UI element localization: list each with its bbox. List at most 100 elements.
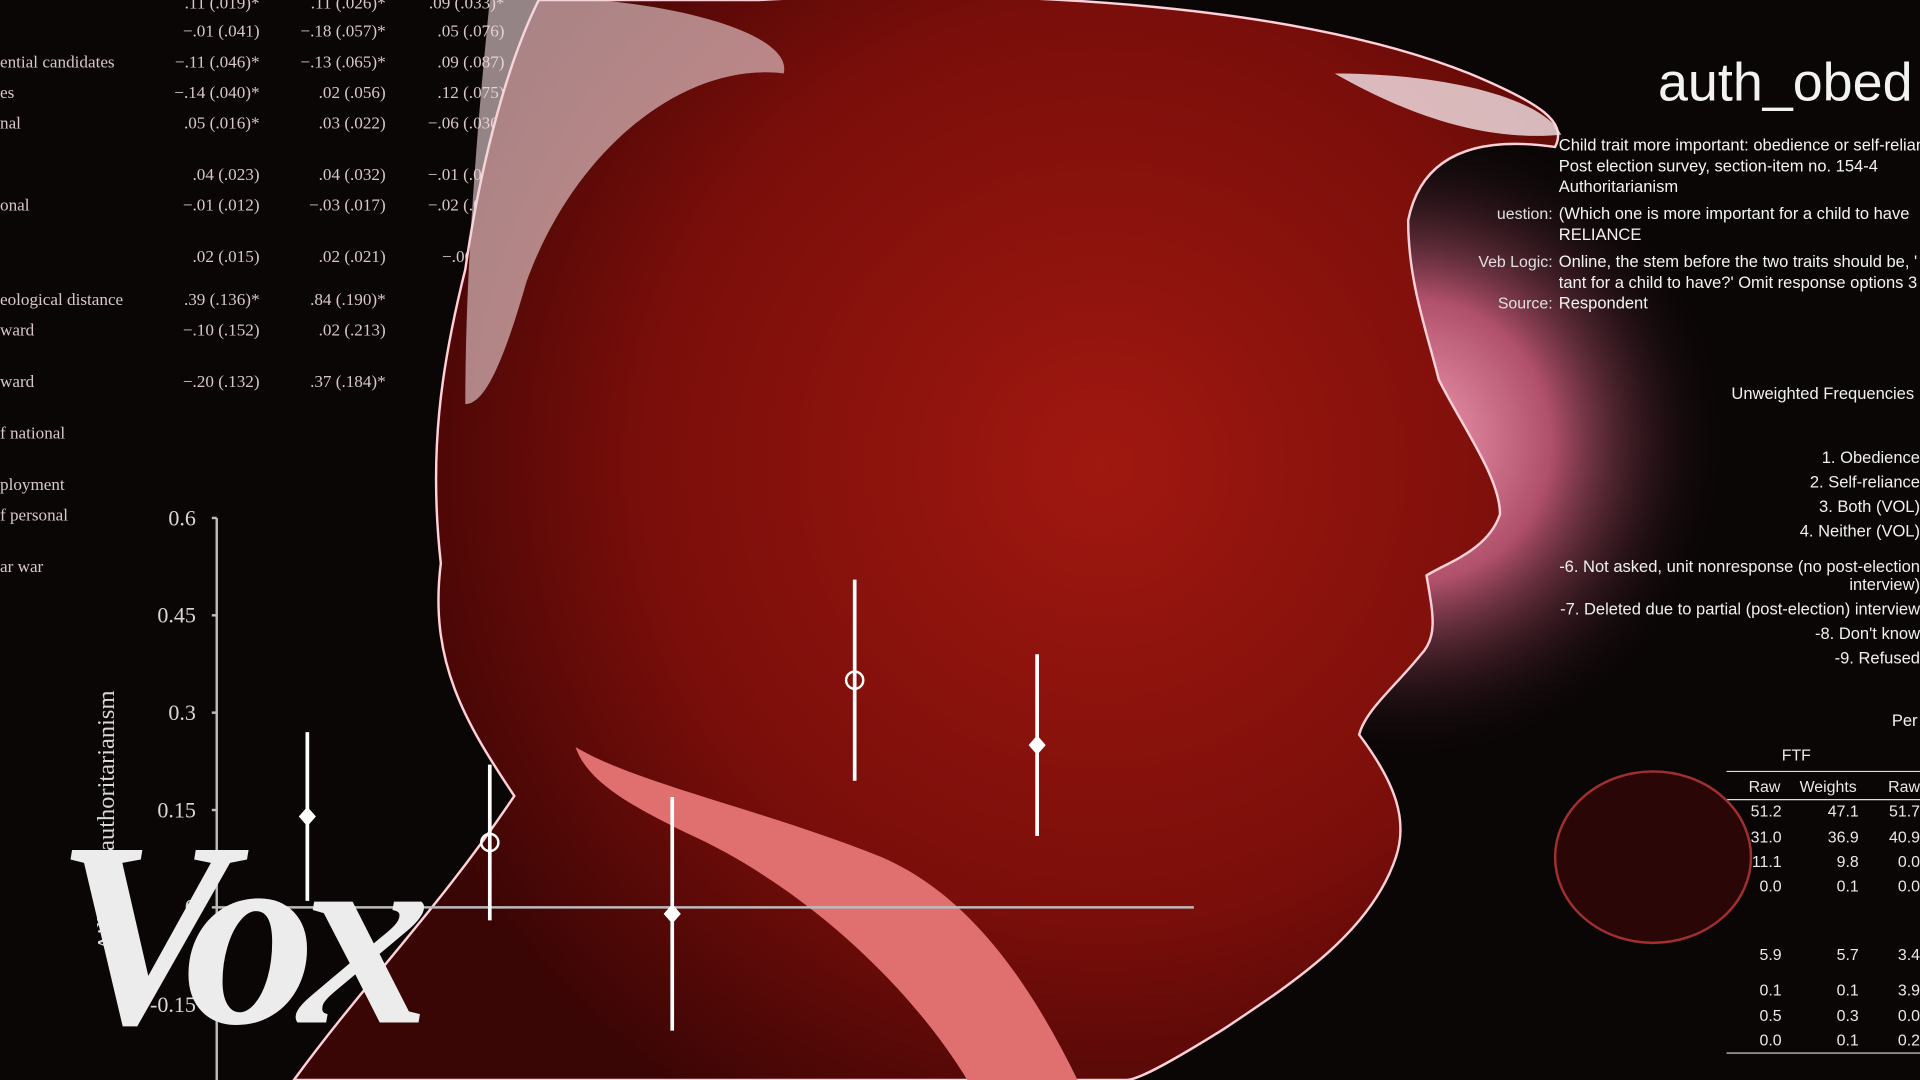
frequency-cell: 11.1 — [1752, 854, 1782, 871]
frequency-cell: 0.2 — [1898, 1033, 1920, 1050]
row-label: ward — [0, 372, 35, 391]
table-cell: −.11 (.046)* — [175, 52, 260, 71]
silhouette — [292, 0, 1560, 1080]
field-label: uestion: — [1497, 206, 1553, 223]
table-cell: .03 (.022) — [319, 114, 386, 133]
point-marker — [1028, 735, 1046, 755]
frequency-cell: 51.7 — [1889, 804, 1920, 821]
vox-logo: Vox — [55, 787, 426, 1079]
table-cell: −.01 (.012) — [183, 196, 260, 215]
response-option: 2. Self-reliance — [1810, 472, 1920, 491]
frequency-cell: 40.9 — [1889, 829, 1920, 846]
hair-highlight — [1334, 73, 1562, 136]
frequency-cell: 0.0 — [1760, 878, 1782, 895]
table-cell: .02 (.015) — [193, 247, 260, 266]
row-label: onal — [0, 196, 30, 215]
table-header: Raw — [1888, 779, 1920, 796]
field-label: Veb Logic: — [1478, 254, 1552, 271]
row-label: ployment — [0, 475, 65, 494]
table-cell: .02 (.021) — [319, 247, 386, 266]
row-label: nal — [0, 114, 21, 133]
y-tick-label: 0.45 — [157, 603, 196, 628]
table-cell: .05 (.016)* — [184, 114, 260, 133]
frequency-cell: 36.9 — [1828, 829, 1859, 846]
response-option: interview) — [1849, 575, 1920, 594]
frequency-cell: 0.0 — [1898, 1008, 1920, 1025]
table-cell: .11 (.019)* — [185, 0, 260, 13]
y-tick-label: 0.6 — [168, 505, 196, 530]
table-cell: .11 (.026)* — [311, 0, 386, 13]
row-label: ential candidates — [0, 52, 115, 71]
row-label: ar war — [0, 557, 44, 576]
frequency-cell: 5.9 — [1760, 947, 1782, 964]
field-text: Authoritarianism — [1559, 177, 1678, 196]
table-cell: −.18 (.057)* — [300, 22, 385, 41]
y-tick-label: 0 — [185, 895, 196, 920]
table-cell: −.20 (.132) — [183, 372, 260, 391]
y-axis-label: Δillegal/Δauthoritarianism — [93, 691, 120, 951]
frequency-cell: 0.1 — [1760, 983, 1782, 1000]
percent-heading: Per — [1892, 711, 1918, 730]
response-option: -6. Not asked, unit nonresponse (no post… — [1559, 557, 1920, 576]
frequency-cell: 0.3 — [1837, 1008, 1859, 1025]
table-header: Weights — [1800, 779, 1857, 796]
microphone — [1553, 770, 1753, 945]
frequency-cell: 0.1 — [1837, 878, 1859, 895]
frequency-cell: 51.2 — [1751, 804, 1782, 821]
table-cell: .02 (.213) — [319, 321, 386, 340]
table-header: Raw — [1749, 779, 1781, 796]
table-cell: .39 (.136)* — [184, 290, 260, 309]
y-tick-label: 0.15 — [157, 797, 196, 822]
frequency-cell: 0.0 — [1898, 854, 1920, 871]
field-text: (Which one is more important for a child… — [1559, 204, 1910, 223]
table-cell: .04 (.023) — [193, 165, 260, 184]
table-group: FTF — [1782, 747, 1811, 764]
text-layer: .11 (.019)* .11 (.026)* .09 (.033)* −.01 (.… — [0, 0, 1920, 1054]
field-text: tant for a child to have?' Omit response… — [1559, 273, 1917, 292]
y-tick-label: 0.3 — [168, 700, 196, 725]
frequency-cell: 0.1 — [1837, 983, 1859, 1000]
table-cell: −.14 (.040)* — [174, 83, 259, 102]
frequency-cell: 0.0 — [1898, 878, 1920, 895]
row-label: f national — [0, 423, 65, 442]
collar — [575, 746, 1078, 1080]
table-cell: −.01 (.041) — [183, 22, 260, 41]
frequency-cell: 9.8 — [1837, 854, 1859, 871]
field-text: RELIANCE — [1559, 225, 1642, 244]
hair-highlight — [465, 0, 785, 405]
field-text: Online, the stem before the two traits s… — [1559, 252, 1917, 271]
table-cell: −.13 (.065)* — [300, 52, 385, 71]
frequency-cell: 3.4 — [1898, 947, 1920, 964]
table-cell: −.10 (.152) — [183, 321, 260, 340]
frequency-cell: 31.0 — [1751, 829, 1782, 846]
response-option: 1. Obedience — [1822, 448, 1920, 467]
table-cell: .84 (.190)* — [310, 290, 386, 309]
table-cell: .04 (.032) — [319, 165, 386, 184]
point-marker — [844, 670, 865, 691]
response-option: -8. Don't know — [1815, 624, 1920, 643]
frequency-cell: 0.0 — [1760, 1033, 1782, 1050]
field-text: Child trait more important: obedience or… — [1559, 136, 1920, 155]
variable-name: auth_obed — [1658, 52, 1913, 112]
table-cell: −.03 (.017) — [309, 196, 386, 215]
row-label: eological distance — [0, 290, 123, 309]
point-marker — [298, 806, 316, 827]
overlay-layer: -0.15 0 0.15 0.3 0.45 0.6 Δillegal/Δauthoritar… — [93, 505, 1194, 1080]
response-option: 3. Both (VOL) — [1819, 497, 1920, 516]
table-cell: .37 (.184)* — [310, 372, 386, 391]
y-tick-label: -0.15 — [150, 992, 196, 1017]
response-option: 4. Neither (VOL) — [1800, 521, 1920, 540]
table-cell: .02 (.056) — [319, 83, 386, 102]
row-label: es — [0, 83, 15, 102]
field-text: Respondent — [1559, 294, 1648, 313]
frequency-cell: 3.9 — [1898, 983, 1920, 1000]
frequencies-title: Unweighted Frequencies — [1731, 384, 1914, 403]
field-label: Source: — [1498, 296, 1553, 313]
frequency-cell: 0.1 — [1837, 1033, 1859, 1050]
field-text: Post election survey, section-item no. 1… — [1559, 156, 1878, 175]
response-option: -9. Refused — [1835, 649, 1920, 668]
frequency-cell: 0.5 — [1760, 1008, 1782, 1025]
frequency-cell: 5.7 — [1837, 947, 1859, 964]
row-label: f personal — [0, 505, 68, 524]
